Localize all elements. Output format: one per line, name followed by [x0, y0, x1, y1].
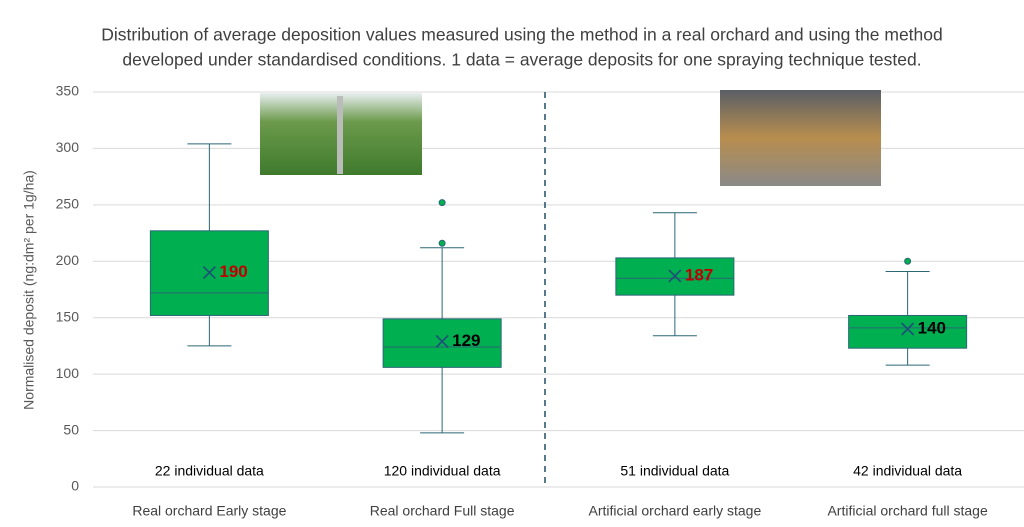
y-tick-label: 100 — [56, 365, 80, 381]
mean-marker — [901, 322, 915, 336]
orchard-photo-pole — [337, 96, 343, 174]
mean-marker — [668, 269, 682, 283]
mean-label: 190 — [219, 262, 247, 281]
y-axis-label: Normalised deposit (ng:dm² per 1g/ha) — [21, 170, 37, 410]
mean-marker — [435, 334, 449, 348]
x-tick-label: Artificial orchard early stage — [589, 503, 762, 519]
box — [848, 314, 968, 349]
y-tick-label: 0 — [71, 478, 79, 494]
x-tick-label: Artificial orchard full stage — [827, 503, 988, 519]
x-tick-label: Real orchard Early stage — [132, 503, 286, 519]
count-label: 22 individual data — [155, 463, 264, 479]
y-tick-label: 250 — [56, 196, 80, 212]
count-label: 42 individual data — [853, 463, 962, 479]
outlier — [438, 239, 446, 247]
y-tick-label: 200 — [56, 252, 80, 268]
x-tick-label: Real orchard Full stage — [370, 503, 515, 519]
mean-label: 140 — [918, 318, 946, 337]
count-label: 120 individual data — [384, 463, 501, 479]
count-label: 51 individual data — [620, 463, 729, 479]
mean-label: 129 — [452, 331, 480, 350]
mean-marker — [202, 266, 216, 280]
plot: Real orchard Early stage 22 individual da… — [132, 143, 988, 519]
y-tick-label: 50 — [63, 421, 79, 437]
chart-title: developed under standardised conditions.… — [122, 50, 921, 70]
outlier — [438, 199, 446, 207]
y-tick-label: 350 — [56, 83, 80, 99]
box — [382, 318, 502, 368]
artificial-orchard-photo — [720, 90, 881, 186]
mean-label: 187 — [685, 265, 713, 284]
chart-title: Distribution of average deposition value… — [101, 25, 943, 45]
y-tick-label: 300 — [56, 139, 80, 155]
y-tick-label: 150 — [56, 308, 80, 324]
outlier — [904, 257, 912, 265]
